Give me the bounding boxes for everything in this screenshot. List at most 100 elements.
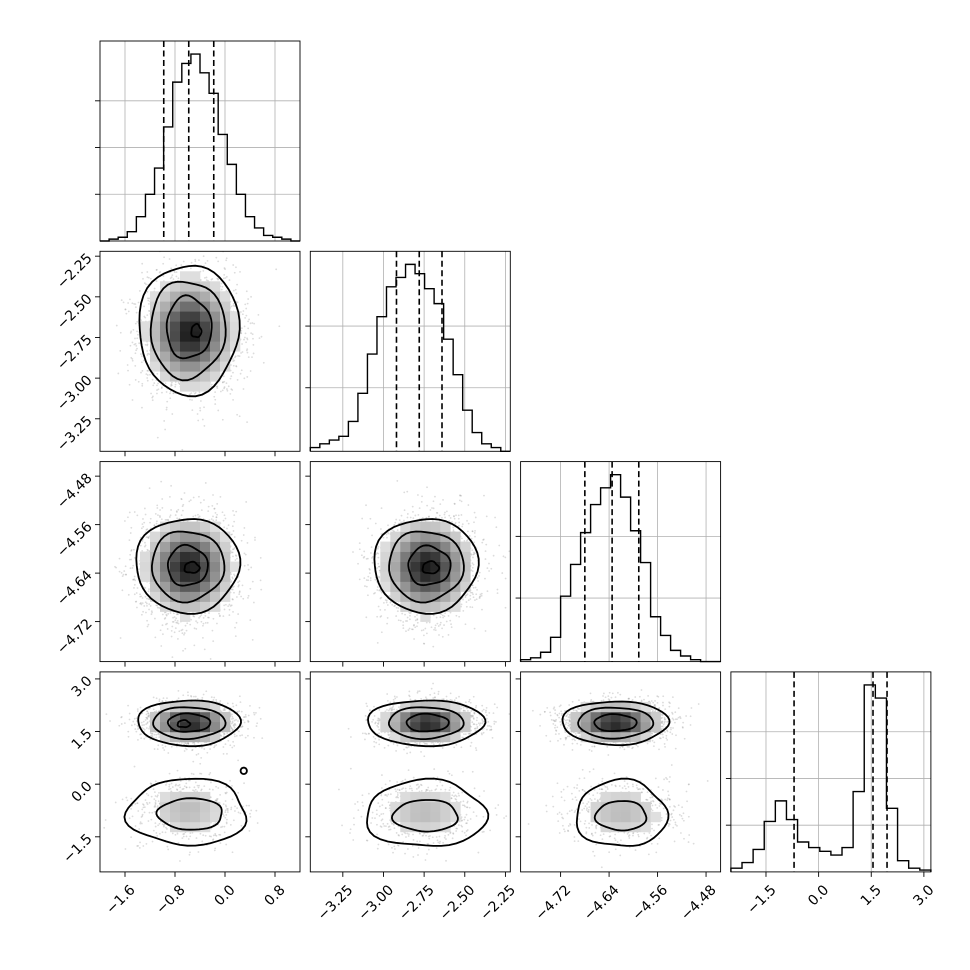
- sample-point: [202, 636, 204, 639]
- sample-point: [223, 608, 226, 611]
- sample-point: [230, 375, 233, 378]
- sample-point: [240, 595, 243, 598]
- density-cell: [190, 311, 201, 322]
- sample-point: [124, 565, 127, 568]
- sample-point: [132, 578, 134, 581]
- sample-point: [218, 218, 220, 220]
- sample-point: [148, 303, 150, 305]
- sample-point: [172, 616, 174, 619]
- sample-point: [127, 310, 130, 313]
- sample-point: [259, 579, 262, 582]
- sample-point: [143, 521, 146, 524]
- sample-point: [156, 604, 159, 607]
- sample-point: [230, 573, 232, 575]
- sample-point: [175, 244, 177, 246]
- panel-frame: [99, 250, 301, 452]
- sample-point: [250, 295, 252, 298]
- sample-point: [171, 413, 174, 415]
- sample-point: [199, 400, 202, 402]
- density-cell: [220, 341, 231, 352]
- sample-point: [238, 580, 241, 582]
- sample-point: [224, 517, 227, 520]
- sample-point: [239, 270, 241, 273]
- sample-point: [146, 369, 149, 372]
- sample-point: [166, 400, 169, 403]
- sample-point: [143, 315, 146, 318]
- sample-point: [121, 589, 124, 592]
- density-cell: [150, 341, 161, 352]
- sample-point: [246, 337, 248, 340]
- sample-point: [247, 320, 250, 323]
- sample-point: [151, 245, 153, 247]
- sample-point: [134, 352, 137, 355]
- sample-point: [134, 600, 137, 603]
- sample-point: [230, 551, 233, 554]
- density-cell: [180, 281, 191, 292]
- sample-point: [260, 588, 263, 591]
- density-cell: [190, 361, 201, 372]
- sample-point: [140, 602, 142, 604]
- sample-point: [193, 644, 196, 647]
- sample-point: [216, 277, 219, 280]
- sample-point: [171, 620, 174, 623]
- sample-point: [233, 574, 236, 577]
- sample-point: [246, 302, 249, 305]
- sample-point: [181, 448, 184, 451]
- sample-point: [234, 355, 237, 358]
- sample-point: [207, 505, 210, 508]
- density-cell: [190, 301, 201, 312]
- density-cell: [150, 351, 161, 362]
- density-cell: [190, 281, 201, 292]
- density-cell: [180, 331, 191, 342]
- sample-point: [147, 276, 150, 279]
- sample-point: [136, 337, 139, 340]
- sample-point: [141, 549, 144, 552]
- sample-point: [223, 604, 226, 607]
- sample-point: [194, 260, 197, 263]
- sample-point: [253, 322, 256, 325]
- sample-point: [170, 383, 173, 386]
- sample-point: [233, 591, 235, 594]
- sample-point: [257, 313, 260, 316]
- sample-point: [238, 415, 241, 418]
- density-cell: [200, 381, 211, 392]
- sample-point: [127, 302, 130, 304]
- sample-point: [145, 373, 148, 376]
- histogram-panel-1: [95, 40, 301, 242]
- sample-point: [141, 384, 144, 387]
- sample-point: [139, 544, 142, 547]
- sample-point: [146, 536, 149, 538]
- density-cell: [180, 271, 191, 282]
- sample-point: [234, 356, 236, 359]
- sample-point: [223, 526, 226, 529]
- sample-point: [247, 356, 250, 359]
- sample-point: [252, 352, 255, 355]
- sample-point: [147, 590, 150, 593]
- sample-point: [240, 329, 243, 332]
- sample-point: [141, 382, 144, 385]
- sample-point: [146, 625, 149, 628]
- sample-point: [170, 509, 172, 511]
- sample-point: [155, 520, 158, 523]
- sample-point: [192, 515, 195, 518]
- sample-point: [254, 539, 256, 541]
- sample-point: [131, 358, 134, 360]
- sample-point: [137, 380, 140, 383]
- sample-point: [133, 575, 136, 578]
- sample-point: [210, 385, 212, 388]
- sample-point: [136, 347, 138, 350]
- sample-point: [241, 584, 244, 587]
- sample-point: [216, 387, 219, 389]
- density-cell: [140, 321, 151, 332]
- sample-point: [207, 510, 210, 513]
- sample-point: [191, 399, 193, 401]
- density-cell: [210, 321, 221, 332]
- sample-point: [144, 595, 147, 598]
- sample-point: [129, 344, 132, 347]
- sample-point: [165, 408, 168, 411]
- sample-point: [145, 602, 148, 605]
- density-cell: [200, 361, 211, 372]
- sample-point: [164, 428, 167, 431]
- sample-point: [232, 371, 234, 374]
